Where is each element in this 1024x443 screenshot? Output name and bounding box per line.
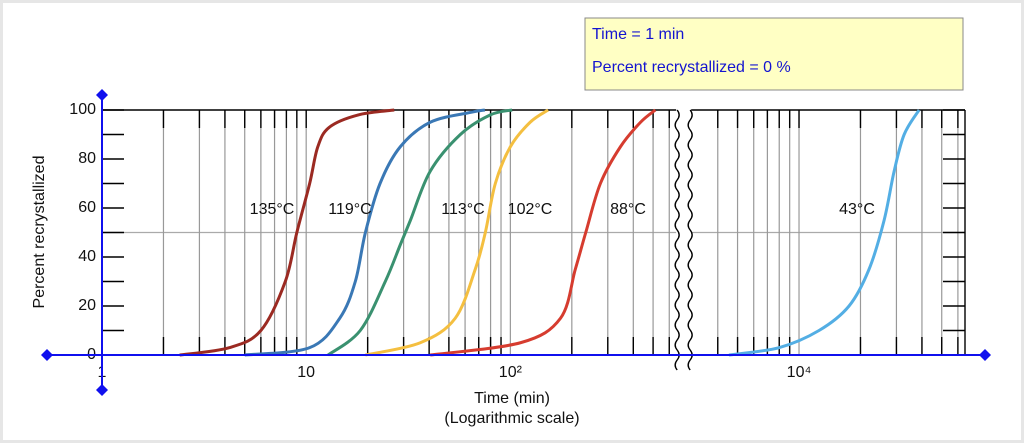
labels: 11010²10⁴020406080100135°C119°C113°C102°… xyxy=(69,101,875,381)
axis-break xyxy=(676,108,692,355)
axis-break-line xyxy=(674,109,680,371)
x-axis-title: Time (min) xyxy=(474,390,550,407)
curve xyxy=(179,108,395,357)
annotation-box xyxy=(584,17,964,91)
curve xyxy=(430,108,657,357)
grid xyxy=(101,108,966,371)
curve-label: 119°C xyxy=(328,201,371,218)
axis-handle xyxy=(96,384,108,396)
y-tick-label: 100 xyxy=(69,101,96,118)
y-tick-label: 40 xyxy=(78,248,96,265)
annotation: Percent recrystallized = 0 % xyxy=(592,59,791,76)
annotation: Time = 1 min xyxy=(592,26,684,43)
curves xyxy=(179,108,921,357)
curve-label: 43°C xyxy=(839,201,875,218)
x-tick-label: 10⁴ xyxy=(787,364,812,381)
axis-handle xyxy=(41,349,53,361)
x-tick-label: 10² xyxy=(499,364,523,381)
curve-label: 88°C xyxy=(610,201,646,218)
y-axis-title: Percent recrystallized xyxy=(31,156,48,309)
x-tick-label: 10 xyxy=(297,364,315,381)
curve xyxy=(244,108,486,357)
axis-handle xyxy=(96,89,108,101)
axis-break-line xyxy=(687,109,693,371)
curve xyxy=(728,109,921,357)
x-axis-note: (Logarithmic scale) xyxy=(444,410,579,427)
y-tick-label: 80 xyxy=(78,150,96,167)
curve-label: 135°C xyxy=(250,201,295,218)
curve-label: 113°C xyxy=(441,201,484,218)
y-tick-label: 20 xyxy=(78,297,96,314)
curve xyxy=(365,108,549,357)
curve xyxy=(327,108,513,357)
y-tick-label: 60 xyxy=(78,199,96,216)
axis-handle xyxy=(979,349,991,361)
curve-label: 102°C xyxy=(508,201,553,218)
